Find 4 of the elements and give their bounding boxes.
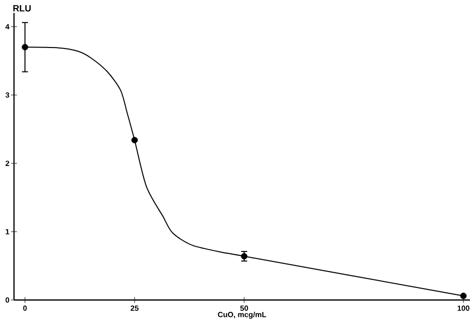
point [131,136,138,144]
point [22,44,28,50]
y-axis-title: RLU [13,5,31,12]
point [240,253,248,260]
